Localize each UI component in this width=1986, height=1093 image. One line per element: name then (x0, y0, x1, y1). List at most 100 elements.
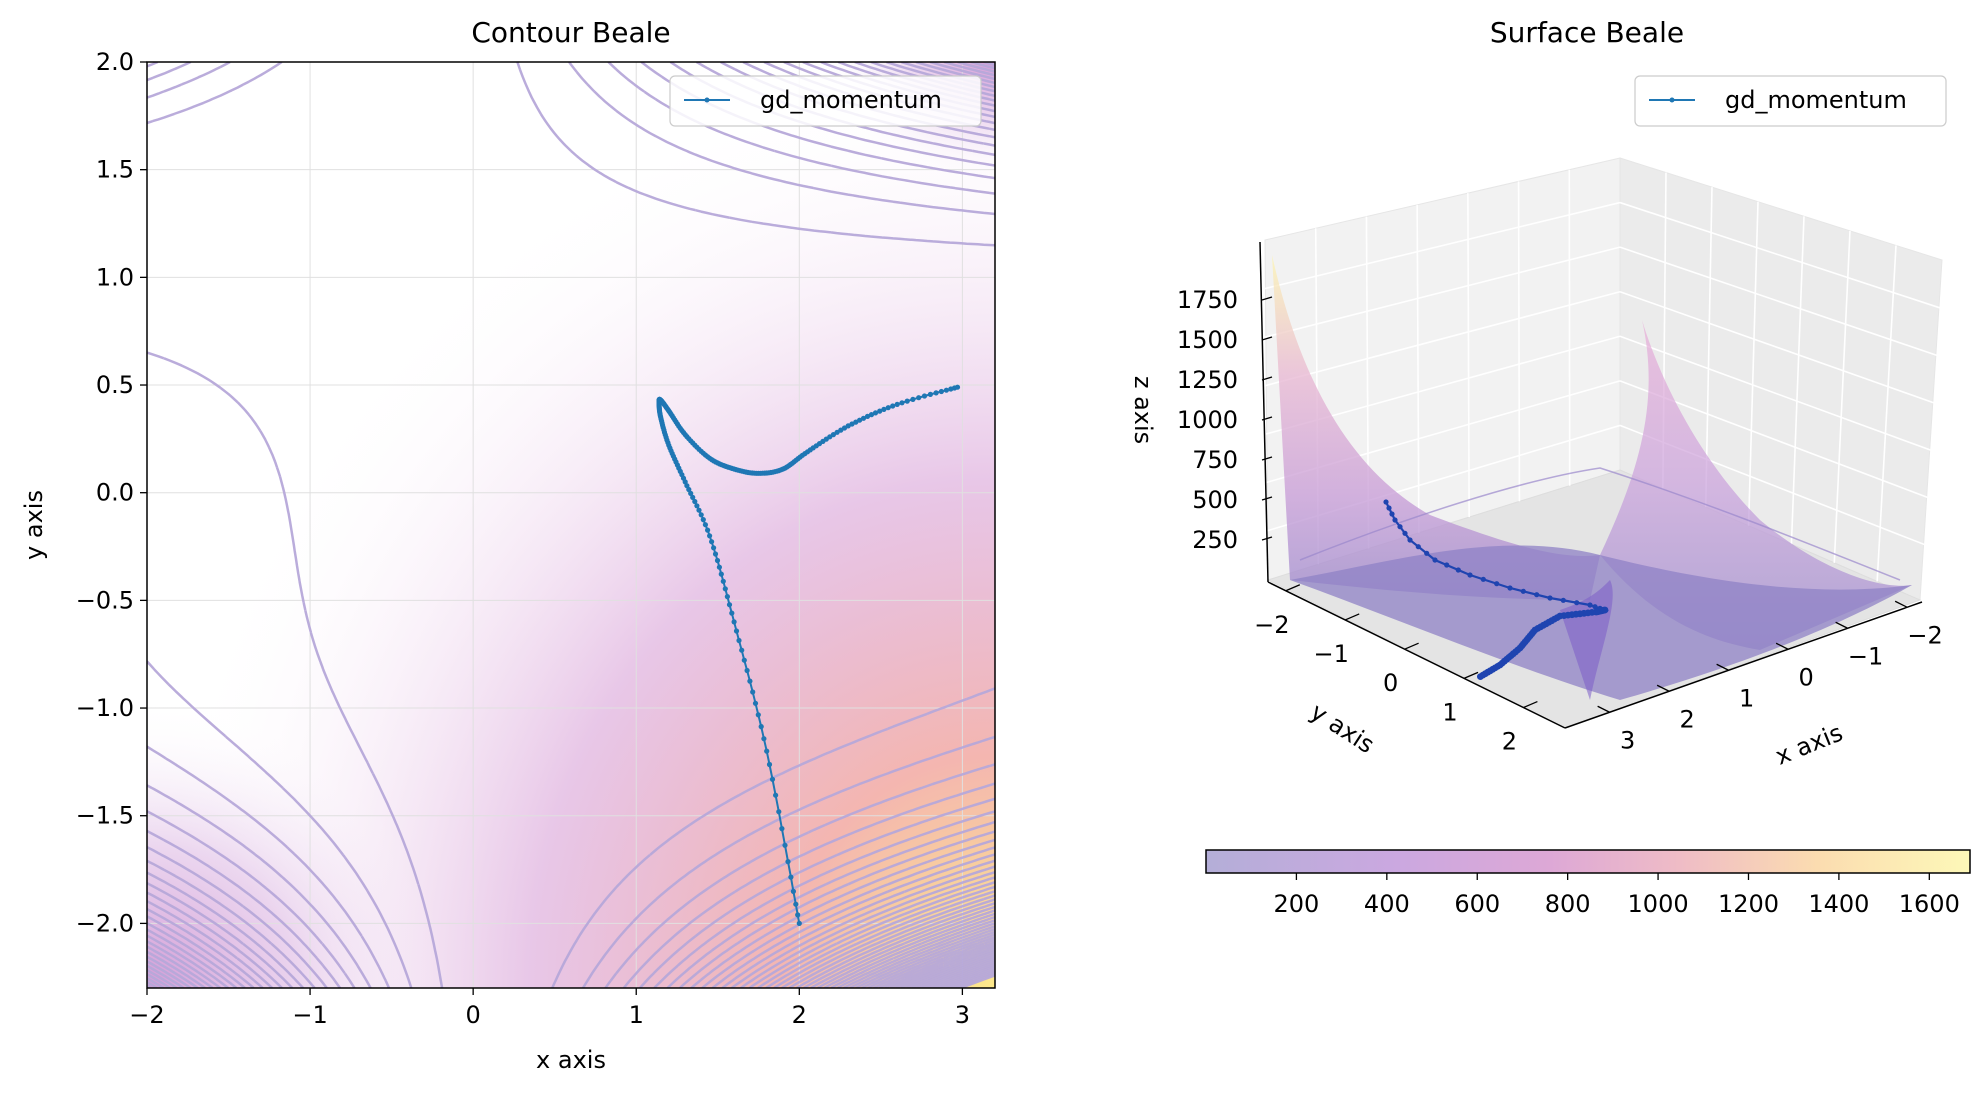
trajectory-point (766, 761, 773, 768)
trajectory-point-3d (1386, 505, 1392, 511)
trajectory-point (933, 390, 939, 396)
contour-chart-title: Contour Beale (471, 16, 670, 49)
trajectory-point (736, 637, 742, 644)
x-tick-label-3d: −1 (1848, 642, 1883, 670)
surface-panel: Surface Beale 250 500 750 1000 1250 1500 1750 −… (1129, 16, 1971, 918)
contour-level (147, 62, 995, 988)
trajectory-point (694, 503, 700, 509)
trajectory-point (881, 406, 887, 412)
contour-level (921, 959, 995, 988)
trajectory-point (712, 551, 719, 557)
trajectory-point (744, 667, 750, 674)
contour-level (911, 954, 995, 988)
z-tick-mark (1261, 336, 1273, 341)
x-tick-mark-3d (1656, 684, 1670, 692)
trajectory-point (688, 490, 694, 496)
contour-ticks: −2 −1 0 1 2 3 2.0 1.5 1.0 0.5 0.0 −0.5 −1.0 −1.5 −2.0 (76, 48, 970, 1029)
y-tick-label: −1.0 (76, 694, 134, 722)
z-tick-label: 750 (1192, 446, 1238, 474)
contour-level (147, 922, 995, 988)
trajectory-point (872, 410, 879, 416)
trajectory-point (722, 586, 728, 592)
trajectory-point-3d (1520, 588, 1526, 594)
x-tick-mark-3d (1775, 642, 1789, 650)
trajectory-point (916, 395, 922, 401)
x-tick-label: −1 (292, 1001, 327, 1029)
contour-level (855, 930, 995, 988)
trajectory-point (857, 417, 863, 423)
trajectory-point-3d (1477, 673, 1484, 680)
x-tick-label: 2 (792, 1001, 807, 1029)
contour-legend-label: gd_momentum (760, 86, 942, 114)
trajectory-point-3d (1494, 581, 1500, 587)
contour-level (926, 961, 995, 988)
x-tick-label: 1 (629, 1001, 644, 1029)
y-tick-label-3d: −1 (1314, 640, 1349, 668)
x-tick-mark-3d (1716, 663, 1729, 671)
trajectory-point-3d (1574, 600, 1580, 606)
trajectory-point-3d (1415, 544, 1421, 550)
trajectory-point (696, 507, 702, 513)
surface-legend: gd_momentum (1634, 75, 1947, 127)
trajectory-point (943, 387, 950, 393)
y-tick-label: 2.0 (96, 48, 134, 76)
trajectory-point (726, 602, 733, 608)
x-tick-label-3d: 1 (1739, 684, 1754, 712)
contour-level (147, 62, 995, 988)
y-tick-label-3d: 0 (1383, 669, 1398, 697)
y-tick-label: 1.0 (96, 263, 134, 291)
y-tick-label-3d: 2 (1502, 728, 1517, 756)
trajectory-point (707, 533, 713, 539)
trajectory-point (954, 384, 961, 390)
trajectory-point (714, 557, 721, 564)
contour-level (147, 62, 995, 988)
contour-lines (147, 62, 995, 988)
y-tick-mark-3d (1523, 700, 1538, 709)
contour-x-axis-label: x axis (536, 1046, 606, 1074)
trajectory-point (904, 398, 910, 404)
trajectory-point (938, 388, 945, 395)
contour-grid (147, 62, 995, 988)
trajectory-point-3d (1587, 602, 1593, 608)
trajectory-point (755, 712, 761, 718)
trajectory-point (785, 859, 791, 865)
contour-level (916, 957, 995, 988)
trajectory-point-3d (1407, 537, 1413, 543)
trajectory-point-3d (1480, 576, 1486, 582)
contour-level (147, 62, 995, 988)
z-tick-mark (1261, 456, 1273, 461)
trajectory-point (705, 527, 711, 533)
x-tick-label-3d: 3 (1620, 726, 1635, 754)
y-tick-label: −2.0 (76, 909, 134, 937)
trajectory-point (731, 619, 737, 625)
y-tick-label: −0.5 (76, 586, 134, 614)
z-tick-label: 250 (1192, 526, 1238, 554)
trajectory-point-3d (1547, 595, 1553, 601)
contour-level (849, 928, 995, 988)
trajectory-point (776, 809, 782, 815)
colorbar-ticks: 200 400 600 800 1000 1200 1400 1600 (1274, 873, 1960, 918)
trajectory-point (720, 578, 726, 584)
trajectory-point (773, 792, 779, 798)
surface-chart-title: Surface Beale (1490, 16, 1684, 49)
contour-axes-frame (146, 61, 996, 989)
trajectory-point (758, 724, 764, 730)
surface-x-axis-label: x axis (1771, 719, 1846, 771)
x-tick-label: 0 (466, 1001, 481, 1029)
z-tick-mark (1261, 296, 1273, 301)
contour-level (147, 915, 995, 988)
trajectory-point (752, 700, 759, 706)
trajectory-point (692, 498, 698, 505)
trajectory-point (709, 539, 715, 545)
trajectory-point (890, 403, 896, 409)
contour-level (147, 912, 995, 988)
trajectory-point (716, 564, 723, 570)
contour-level (147, 62, 995, 988)
trajectory-point-3d (1467, 572, 1473, 578)
contour-trajectory (656, 384, 961, 927)
trajectory-point-3d (1389, 511, 1395, 517)
trajectory-point (779, 826, 785, 832)
colorbar-tick-label: 800 (1545, 890, 1591, 918)
trajectory-point (702, 522, 709, 528)
